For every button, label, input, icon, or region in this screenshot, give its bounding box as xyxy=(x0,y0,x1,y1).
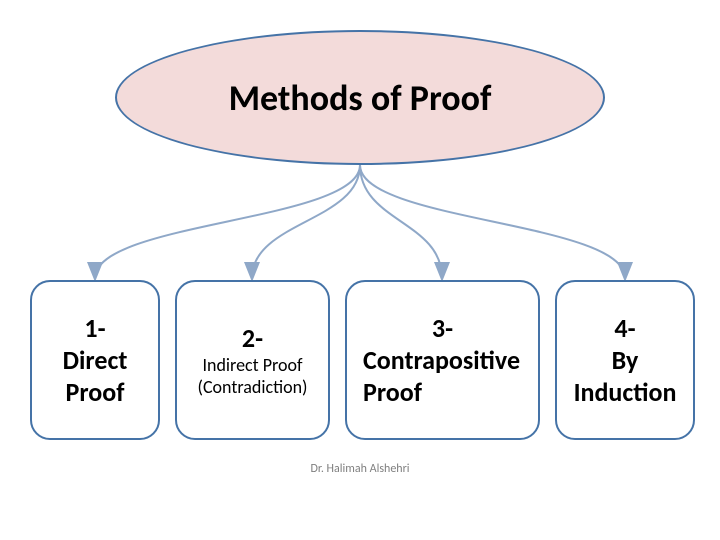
box-number: 4- xyxy=(614,312,635,344)
box-contrapositive-proof: 3- Contrapositive Proof xyxy=(345,280,540,440)
box-sublabel: Indirect Proof (Contradiction) xyxy=(187,354,318,398)
title-text: Methods of Proof xyxy=(229,76,492,120)
box-label: Direct Proof xyxy=(42,344,148,408)
footer-credit: Dr. Halimah Alshehri xyxy=(0,462,720,476)
box-indirect-proof: 2- Indirect Proof (Contradiction) xyxy=(175,280,330,440)
box-label: By Induction xyxy=(567,344,683,408)
box-by-induction: 4- By Induction xyxy=(555,280,695,440)
title-oval: Methods of Proof xyxy=(115,30,605,165)
box-label: Contrapositive Proof xyxy=(357,344,528,408)
box-number: 1- xyxy=(84,312,105,344)
box-number: 2- xyxy=(242,322,263,354)
box-direct-proof: 1- Direct Proof xyxy=(30,280,160,440)
slide: Methods of Proof 1- Direct Proof 2- Indi… xyxy=(0,0,720,540)
box-number: 3- xyxy=(432,312,453,344)
